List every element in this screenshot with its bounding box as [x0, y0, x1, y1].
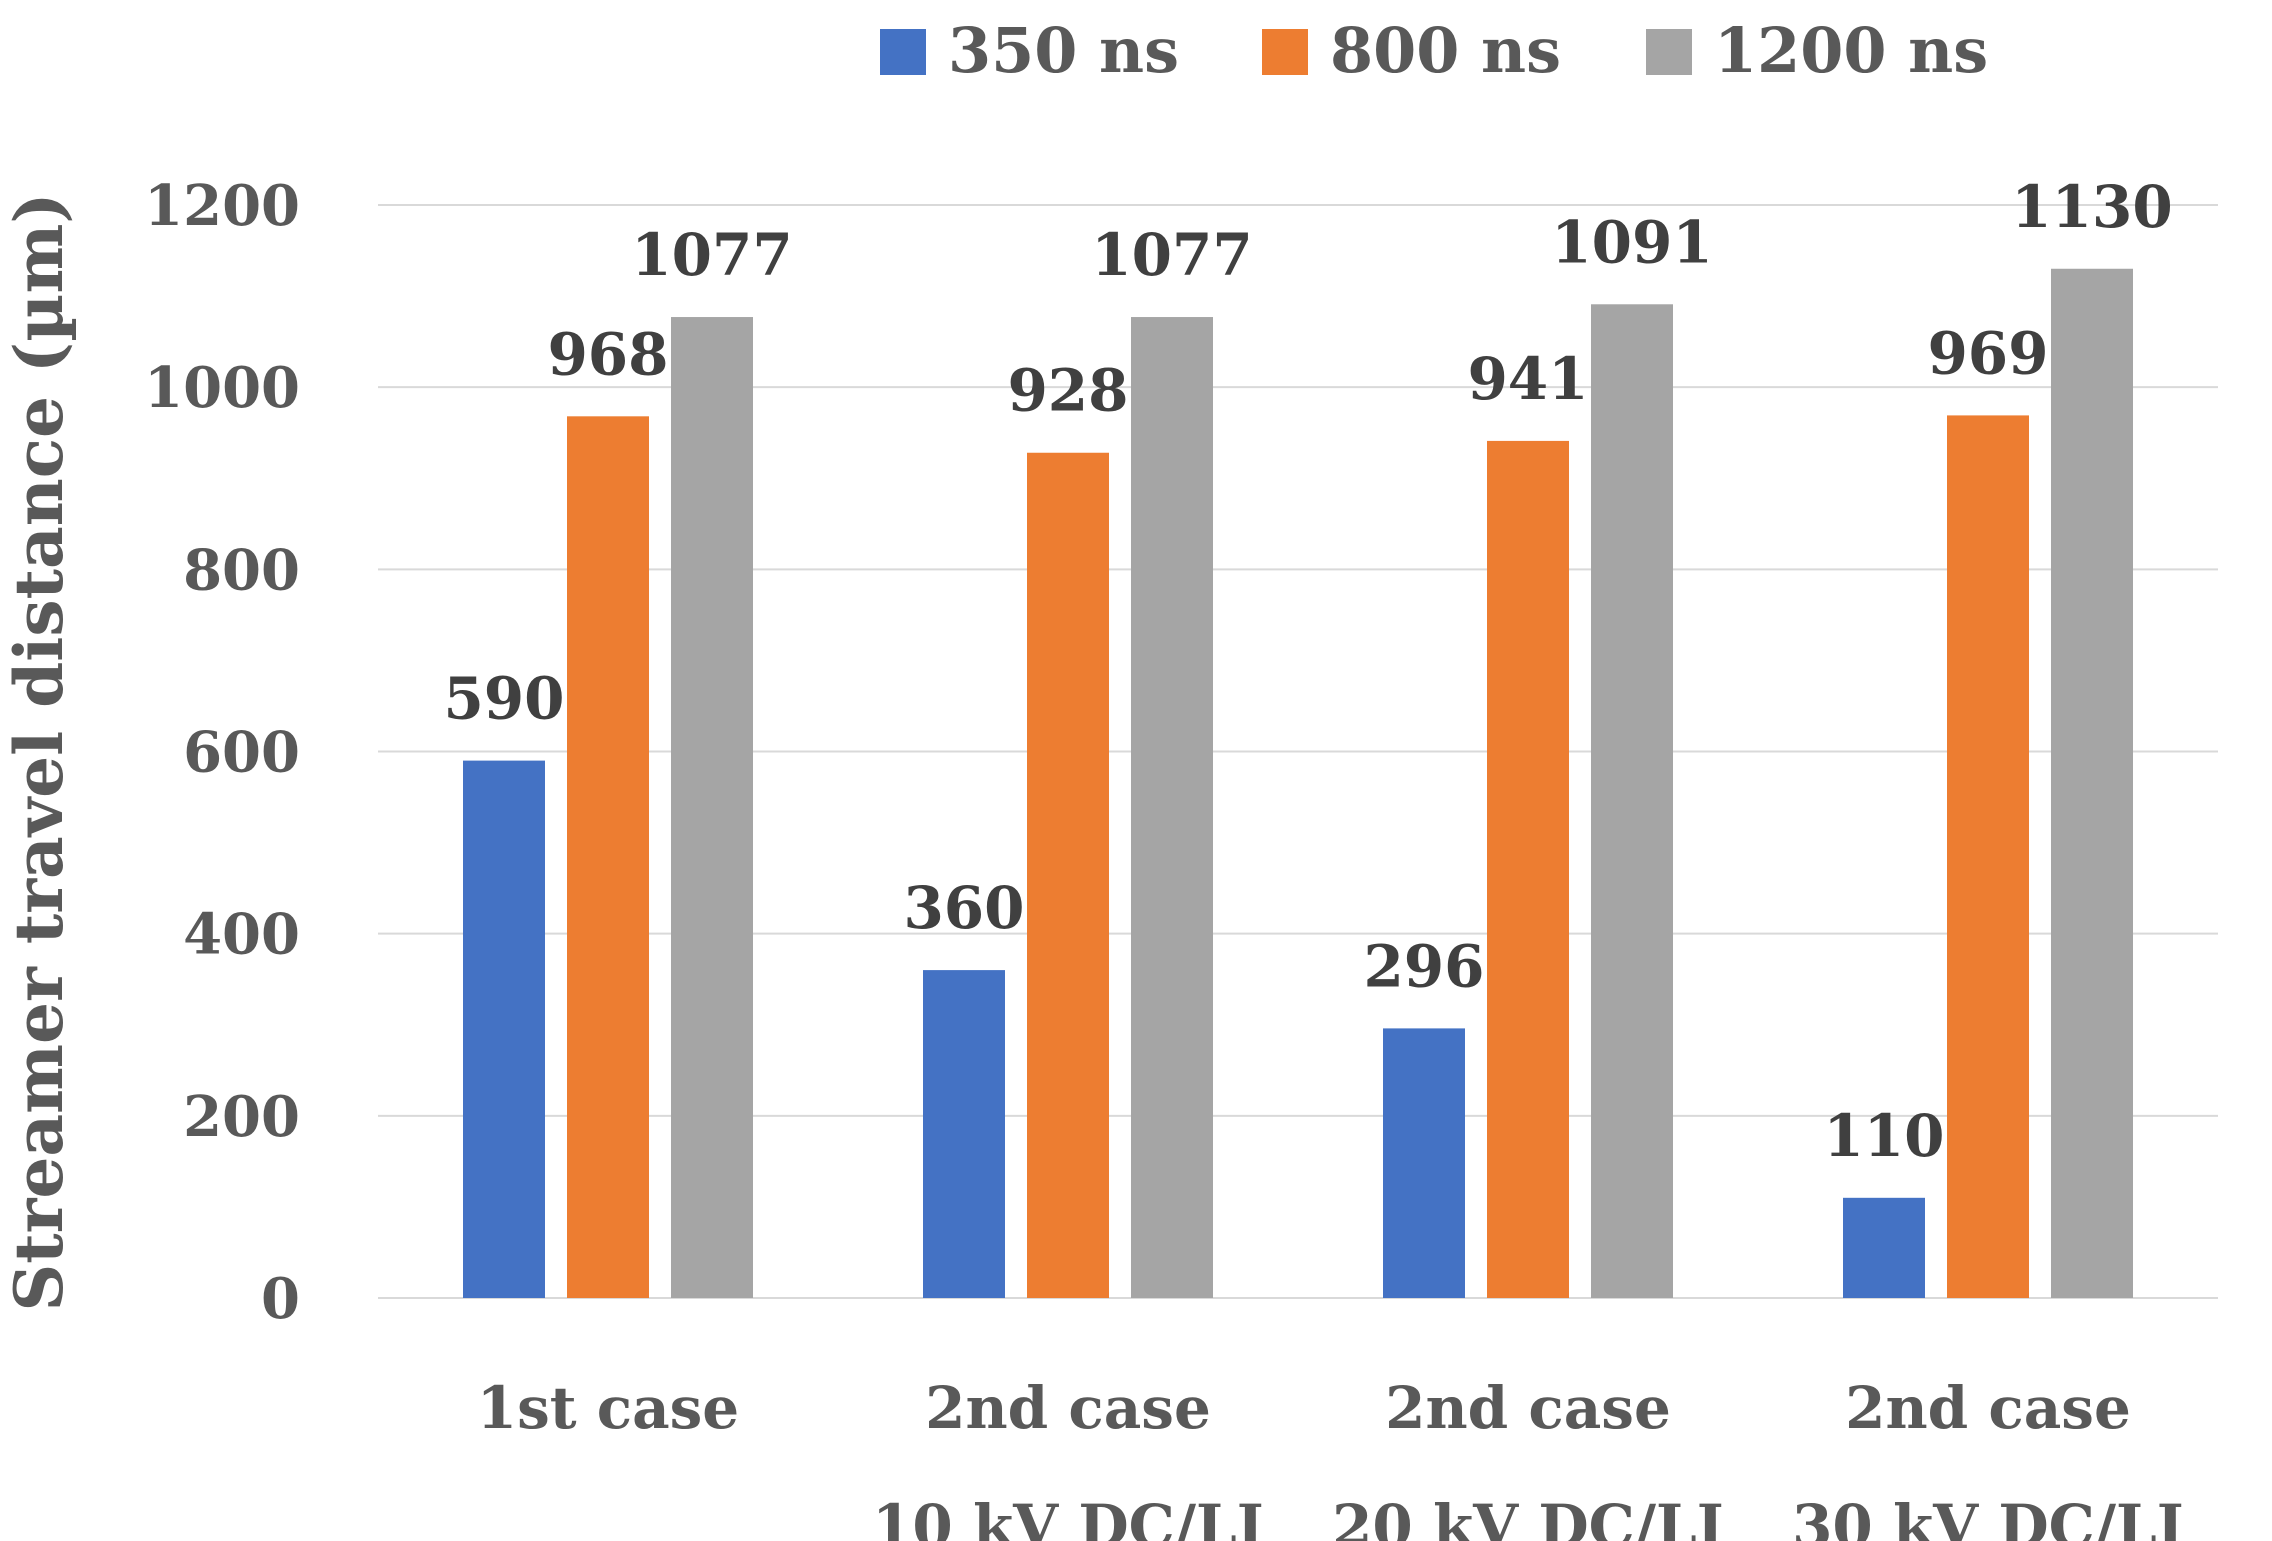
bar-1200-ns-cat2 [1131, 317, 1213, 1299]
data-label: 928 [1007, 357, 1128, 425]
bar-800-ns-cat1 [567, 416, 649, 1298]
data-labels: 590 968 1077 360 928 1077 296 941 1091 110 969 1130 [443, 173, 2172, 1170]
x-category-label: 2nd case [925, 1374, 1211, 1442]
y-tick-label: 0 [261, 1266, 300, 1332]
data-label: 296 [1363, 932, 1484, 1000]
bars [463, 268, 2133, 1299]
y-tick-label: 800 [183, 537, 300, 603]
data-label: 590 [443, 665, 564, 733]
y-tick-label: 1200 [144, 173, 300, 239]
data-label: 1077 [1091, 221, 1252, 289]
legend-swatch-350-ns [880, 29, 926, 75]
legend-swatch-800-ns [1262, 29, 1308, 75]
bar-1200-ns-cat1 [671, 317, 753, 1299]
data-label: 969 [1927, 319, 2048, 387]
bar-350-ns-cat1 [463, 760, 545, 1298]
data-label: 1077 [631, 221, 792, 289]
bar-1200-ns-cat4 [2051, 268, 2133, 1299]
data-label: 941 [1467, 345, 1588, 413]
x-category-label: 30 kV DC/LI [1792, 1492, 2184, 1541]
x-axis-categories: 1st case 2nd case 10 kV DC/LI 2nd case 20 kV… [477, 1374, 2184, 1541]
legend-label: 1200 ns [1714, 14, 1988, 87]
bar-800-ns-cat2 [1027, 452, 1109, 1298]
x-category-label: 2nd case [1385, 1374, 1671, 1442]
y-tick-label: 200 [183, 1084, 300, 1150]
legend-label: 800 ns [1330, 14, 1561, 87]
y-axis-ticks: 0 200 400 600 800 1000 1200 [144, 173, 300, 1332]
x-category-label: 1st case [477, 1374, 739, 1442]
legend: 350 ns 800 ns 1200 ns [880, 14, 1988, 87]
y-tick-label: 1000 [144, 355, 300, 421]
y-tick-label: 400 [183, 902, 300, 968]
data-label: 1130 [2011, 173, 2172, 241]
bar-350-ns-cat2 [923, 970, 1005, 1298]
legend-swatch-1200-ns [1646, 29, 1692, 75]
bar-1200-ns-cat3 [1591, 304, 1673, 1298]
x-category-label: 10 kV DC/LI [872, 1492, 1264, 1541]
data-label: 360 [903, 874, 1024, 942]
data-label: 968 [547, 320, 668, 388]
bar-350-ns-cat3 [1383, 1028, 1465, 1298]
x-category-label: 20 kV DC/LI [1332, 1492, 1724, 1541]
y-axis-label: Streamer travel distance (µm) [0, 192, 78, 1311]
data-label: 110 [1823, 1102, 1944, 1170]
x-category-label: 2nd case [1845, 1374, 2131, 1442]
y-tick-label: 600 [183, 720, 300, 786]
bar-800-ns-cat3 [1487, 440, 1569, 1298]
legend-label: 350 ns [948, 14, 1179, 87]
bar-800-ns-cat4 [1947, 415, 2029, 1299]
data-label: 1091 [1551, 208, 1712, 276]
bar-350-ns-cat4 [1843, 1197, 1925, 1298]
